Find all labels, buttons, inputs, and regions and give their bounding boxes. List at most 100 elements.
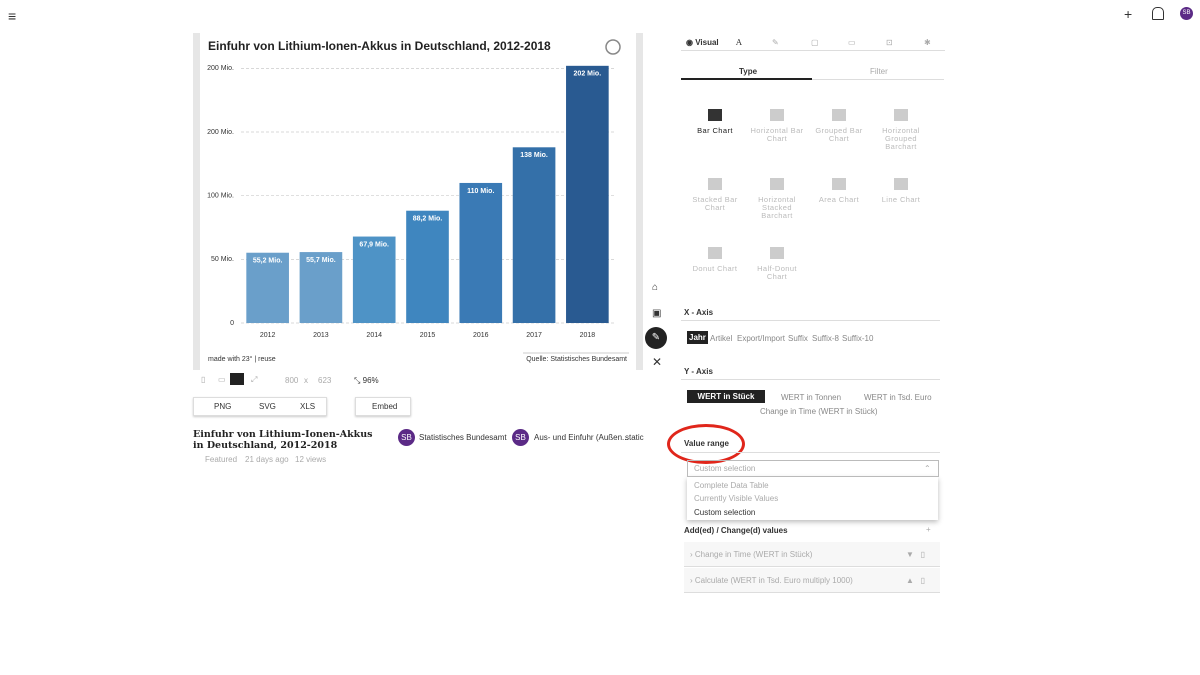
png-button[interactable]: PNG	[214, 402, 232, 411]
chart-type-label: Line Chart	[881, 195, 921, 204]
dropdown-option[interactable]: Custom selection	[694, 508, 756, 517]
dataset-badge[interactable]: SB	[512, 429, 529, 446]
bell-icon[interactable]	[1152, 7, 1164, 20]
dropdown-option[interactable]: Complete Data Table	[694, 481, 769, 490]
edit-button[interactable]: ✎	[645, 327, 667, 349]
embed-button[interactable]: Embed	[355, 397, 411, 416]
meta-featured: Featured	[205, 455, 238, 464]
value-label: 88,2 Mio.	[413, 216, 443, 223]
subtab-type[interactable]: Type	[739, 67, 758, 76]
chart-type[interactable]: Horizontal Grouped Barchart	[870, 109, 932, 151]
source-badge[interactable]: SB	[398, 429, 415, 446]
tablet-icon[interactable]: ▭	[218, 375, 226, 384]
x-tick-label: 2012	[260, 332, 276, 339]
x-option[interactable]: Suffix-8	[812, 334, 839, 343]
avatar[interactable]: SB	[1180, 7, 1193, 20]
change-item[interactable]: › Change in Time (WERT in Stück) ▼ ▯	[684, 542, 940, 567]
chart-type-icon	[708, 178, 722, 190]
chart-type[interactable]: Horizontal Stacked Barchart	[746, 178, 808, 220]
save-icon[interactable]: ▣	[652, 308, 662, 319]
zoom[interactable]: ⤡ 96%	[354, 376, 379, 386]
chart-type[interactable]: Horizontal Bar Chart	[746, 109, 808, 143]
tab-comment[interactable]: ▭	[848, 38, 856, 47]
menu-icon[interactable]: ≡	[8, 8, 17, 24]
height[interactable]: 623	[318, 376, 332, 385]
bar	[566, 65, 609, 323]
paint-icon[interactable]: ⌂	[652, 282, 659, 293]
chart-type[interactable]: Bar Chart	[684, 109, 746, 135]
x-option[interactable]: Jahr	[687, 331, 708, 344]
tab-style[interactable]: ✎	[772, 38, 779, 47]
svg-button[interactable]: SVG	[259, 402, 276, 411]
y-tick-label: 50 Mio.	[211, 256, 234, 263]
desktop-icon[interactable]	[230, 373, 244, 385]
fullscreen-icon[interactable]: ⤢	[251, 375, 258, 384]
value-range-rule	[681, 452, 940, 453]
close-icon[interactable]: ✕	[652, 355, 663, 369]
change-item-text: Change in Time (WERT in Stück)	[694, 550, 813, 559]
source: Quelle: Statistisches Bundesamt	[526, 356, 627, 363]
tab-data[interactable]: ▢	[811, 38, 819, 47]
y-tick-label: 200 Mio.	[207, 129, 234, 136]
source-name[interactable]: Statistisches Bundesamt	[419, 433, 507, 442]
tab-visual[interactable]: ◉ Visual	[686, 38, 719, 47]
dataset-name[interactable]: Aus- und Einfuhr (Außen...	[534, 433, 629, 442]
chart-type-label: Stacked Bar Chart	[692, 195, 738, 212]
x-tick-label: 2014	[366, 332, 382, 339]
changes-label: Add(ed) / Change(d) values	[684, 526, 788, 535]
tab-visual-label: Visual	[695, 38, 719, 47]
x-axis-rule	[681, 320, 940, 321]
chart-type[interactable]: Stacked Bar Chart	[684, 178, 746, 212]
tab-text[interactable]: A	[736, 38, 742, 47]
change-item[interactable]: › Calculate (WERT in Tsd. Euro multiply …	[684, 568, 940, 593]
value-label: 55,2 Mio.	[253, 258, 283, 265]
meta-age: 21 days ago	[245, 455, 289, 464]
bar	[246, 252, 289, 323]
chart-type[interactable]: Area Chart	[808, 178, 870, 204]
value-range-select[interactable]: Custom selection ⌃	[687, 460, 939, 477]
change-item-text: Calculate (WERT in Tsd. Euro multiply 10…	[694, 576, 853, 585]
chart-type[interactable]: Half-Donut Chart	[746, 247, 808, 281]
embed-label: Embed	[372, 402, 398, 411]
width[interactable]: 800	[285, 376, 299, 385]
y-option[interactable]: Change in Time (WERT in Stück)	[760, 407, 878, 416]
chart-type-label: Horizontal Grouped Barchart	[882, 126, 920, 151]
add-icon[interactable]: +	[1124, 6, 1133, 22]
chart-type-label: Grouped Bar Chart	[815, 126, 863, 143]
dropdown-option[interactable]: Currently Visible Values	[694, 494, 779, 503]
changes-add[interactable]: +	[926, 525, 931, 534]
bar	[299, 252, 343, 323]
x-option[interactable]: Export/Import	[737, 334, 786, 343]
chart-type-icon	[770, 109, 784, 121]
change-item-icons[interactable]: ▲ ▯	[906, 576, 925, 585]
value-label: 138 Mio.	[520, 152, 548, 159]
x-tick-label: 2017	[526, 332, 542, 339]
tab-layout[interactable]: ⊡	[886, 38, 893, 47]
value-range-label: Value range	[684, 439, 729, 448]
x-axis-label: X - Axis	[684, 308, 714, 317]
subtab-filter[interactable]: Filter	[870, 67, 888, 76]
chart-type-icon	[770, 247, 784, 259]
tab-settings[interactable]: ✱	[924, 38, 931, 47]
x-option[interactable]: Suffix-10	[842, 334, 874, 343]
chart-type[interactable]: Donut Chart	[684, 247, 746, 273]
y-option[interactable]: WERT in Tsd. Euro	[864, 393, 932, 402]
chart-type-icon	[708, 247, 722, 259]
y-option[interactable]: WERT in Stück	[687, 390, 765, 403]
y-tick-label: 0	[230, 320, 234, 327]
y-option[interactable]: WERT in Tonnen	[781, 393, 842, 402]
bar	[459, 182, 503, 323]
x-option[interactable]: Suffix	[788, 334, 808, 343]
mobile-icon[interactable]: ▯	[201, 375, 206, 384]
xls-button[interactable]: XLS	[300, 402, 316, 411]
change-item-icons[interactable]: ▼ ▯	[906, 550, 925, 559]
chart-type[interactable]: Line Chart	[870, 178, 932, 204]
value-label: 110 Mio.	[467, 188, 494, 195]
x-option[interactable]: Artikel	[710, 334, 733, 343]
chart-type[interactable]: Grouped Bar Chart	[808, 109, 870, 143]
chart-type-label: Bar Chart	[697, 126, 733, 135]
y-axis-label: Y - Axis	[684, 367, 713, 376]
chart-type-label: Half-Donut Chart	[757, 264, 797, 281]
select-value: Custom selection	[694, 464, 756, 473]
